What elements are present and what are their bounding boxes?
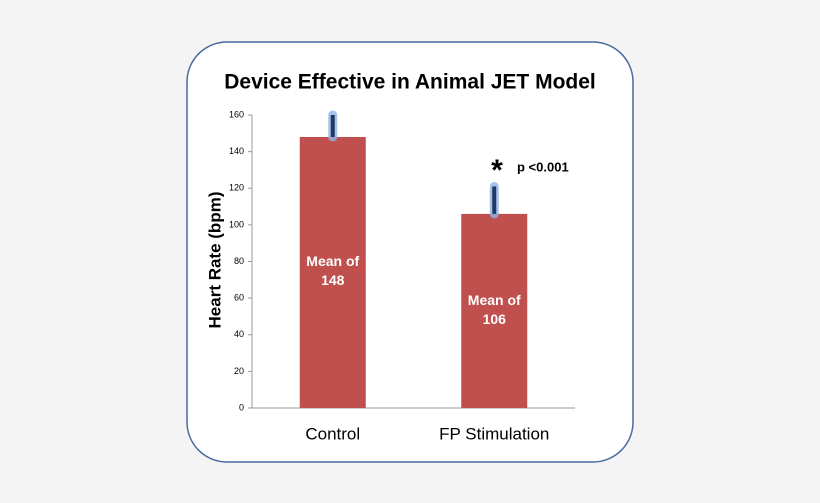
y-tick-label: 160 [229, 109, 244, 119]
y-tick-label: 100 [229, 219, 244, 229]
y-axis-label: Heart Rate (bpm) [205, 192, 224, 329]
value-label: Mean of 148 [306, 253, 360, 289]
annotation-star: * [491, 154, 503, 187]
chart-title: Device Effective in Animal JET Model [224, 71, 596, 94]
y-tick-label: 20 [234, 366, 244, 376]
x-tick-label: FP Stimulation [439, 424, 549, 443]
x-tick-label: Control [305, 424, 360, 443]
y-tick-label: 120 [229, 183, 244, 193]
bar [461, 213, 528, 408]
y-tick-label: 140 [229, 146, 244, 156]
frame [186, 41, 634, 463]
annotation-p: p <0.001 [517, 159, 569, 174]
bar [299, 136, 366, 408]
y-tick-label: 40 [234, 329, 244, 339]
value-label: Mean of 106 [467, 291, 521, 327]
y-tick-label: 60 [234, 293, 244, 303]
y-tick-label: 80 [234, 256, 244, 266]
y-tick-label: 0 [239, 402, 244, 412]
